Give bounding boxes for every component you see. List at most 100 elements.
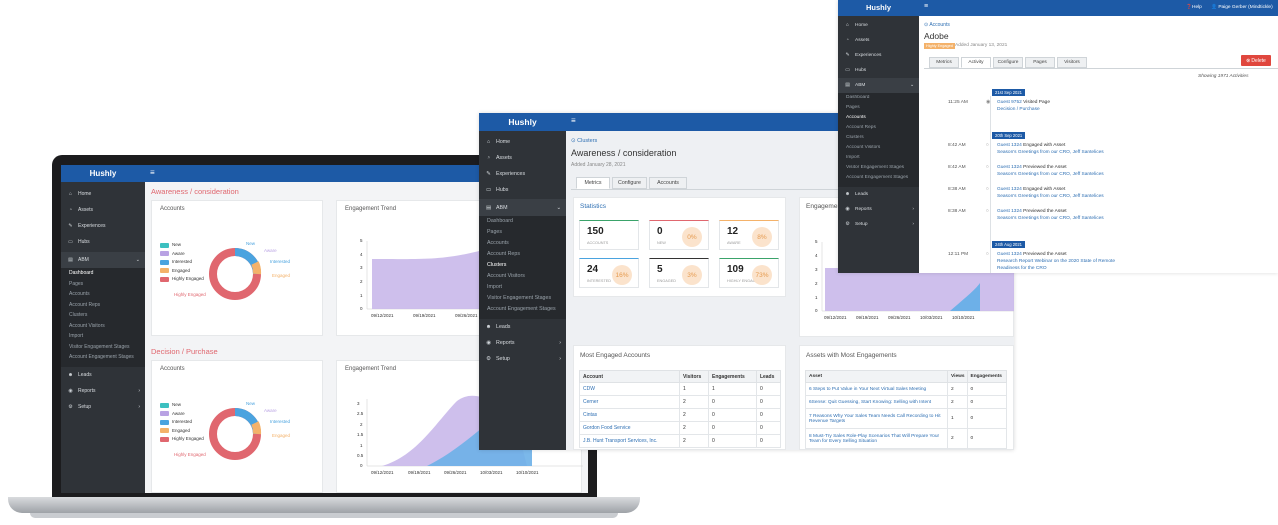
sub-account-reps[interactable]: Account Reps (487, 251, 520, 257)
tab-pages[interactable]: Pages (1025, 57, 1055, 68)
sub-visitor-stages[interactable]: Visitor Engagement Stages (69, 343, 130, 350)
sub-account-stages[interactable]: Account Engagement Stages (846, 175, 909, 180)
nav-leads[interactable]: ☻ Leads (485, 324, 511, 330)
tab-accounts[interactable]: Accounts (649, 177, 687, 189)
nav-reports[interactable]: ◉ Reports › (486, 340, 561, 346)
abm-icon: ▤ (68, 257, 73, 263)
x-tick: 10/10/2021 (952, 315, 975, 320)
sub-pages[interactable]: Pages (487, 229, 503, 235)
nav-hubs[interactable]: ▭ Hubs (485, 187, 509, 193)
tab-configure[interactable]: Configure (993, 57, 1023, 68)
gear-icon: ⚙ (68, 403, 73, 410)
sub-visitor-stages[interactable]: Visitor Engagement Stages (846, 165, 905, 170)
sub-account-stages[interactable]: Account Engagement Stages (487, 306, 556, 312)
assets-title: Assets with Most Engagements (806, 352, 897, 359)
nav-reports[interactable]: ◉ Reports › (845, 207, 914, 212)
donut-chart (209, 248, 262, 300)
sub-account-visitors[interactable]: Account Visitors (487, 273, 525, 279)
tab-configure[interactable]: Configure (612, 177, 647, 189)
nav-abm[interactable]: ▤ ABM ⌄ (479, 199, 566, 216)
x-tick: 09/26/2021 (455, 313, 478, 318)
abm-icon: ▤ (845, 83, 850, 88)
page-title: Awareness / consideration (571, 148, 677, 158)
reports-icon: ◉ (486, 340, 491, 346)
table-row: 6Sense: Quit Guessing, Start Knowing: Se… (805, 395, 1007, 409)
sub-pages[interactable]: Pages (846, 105, 860, 110)
nav-home[interactable]: ⌂ Home (838, 18, 919, 33)
menu-icon[interactable]: ≡ (150, 168, 155, 177)
chevron-down-icon: ⌄ (909, 83, 914, 88)
y-tick: 1 (815, 295, 818, 300)
help-link[interactable]: ❓Help (1186, 5, 1202, 10)
nav-experiences[interactable]: ✎ Experiences (68, 223, 106, 229)
sub-dashboard[interactable]: Dashboard (487, 218, 513, 224)
tab-metrics[interactable]: Metrics (929, 57, 959, 68)
menu-icon[interactable]: ≡ (571, 116, 576, 125)
assets-icon: ◔ (846, 38, 849, 43)
sub-account-reps[interactable]: Account Reps (69, 301, 101, 308)
nav-experiences[interactable]: ✎ Experiences (845, 53, 882, 58)
user-icon: 👤 (1211, 5, 1219, 10)
user-menu[interactable]: 👤 Paige Gerber (Mindtickle) (1211, 5, 1273, 10)
chevron-right-icon: › (912, 222, 914, 227)
back-icon: ⊙ (924, 22, 930, 28)
sub-account-reps[interactable]: Account Reps (846, 125, 876, 130)
sub-visitor-stages[interactable]: Visitor Engagement Stages (487, 295, 552, 301)
circle-icon: ○ (986, 187, 989, 192)
nav-reports[interactable]: ◉ Reports › (68, 387, 140, 394)
nav-setup[interactable]: ⚙ Setup › (845, 222, 914, 227)
x-tick: 10/03/2021 (480, 470, 503, 475)
nav-experiences[interactable]: ✎ Experiences (486, 171, 526, 177)
sub-clusters[interactable]: Clusters (487, 262, 507, 268)
y-tick: 0.5 (357, 453, 364, 458)
stat-new: 0 New 0% (649, 220, 709, 250)
y-tick: 3 (357, 401, 360, 406)
nav-assets[interactable]: ◔ Assets (838, 33, 919, 48)
nav-assets[interactable]: ◔ Assets (486, 155, 512, 161)
nav-abm[interactable]: ▤ ABM ⌄ (838, 78, 919, 93)
sub-accounts[interactable]: Accounts (846, 115, 866, 120)
nav-home[interactable]: ⌂ Home (68, 191, 92, 197)
card-title: Engagement Trend (345, 206, 397, 212)
assets-icon: ◔ (68, 207, 73, 213)
sub-account-stages[interactable]: Account Engagement Stages (69, 354, 134, 360)
tab-activity[interactable]: Activity (961, 57, 991, 68)
sub-account-visitors[interactable]: Account Visitors (846, 145, 881, 150)
section2-title: Decision / Purchase (151, 347, 218, 356)
nav-hubs[interactable]: ▭ Hubs (845, 68, 867, 73)
breadcrumb[interactable]: ⊙ Accounts (924, 22, 950, 28)
nav-leads[interactable]: ☻ Leads (844, 192, 869, 197)
sub-dashboard[interactable]: Dashboard (846, 95, 870, 100)
sub-accounts[interactable]: Accounts (487, 240, 509, 246)
sub-clusters[interactable]: Clusters (846, 135, 864, 140)
tab-metrics[interactable]: Metrics (576, 177, 610, 189)
hubs-icon: ▭ (485, 187, 491, 193)
sub-dashboard[interactable]: Dashboard (69, 270, 94, 276)
sub-pages[interactable]: Pages (69, 280, 84, 287)
activity-item: 12:11 PM ○ Guest 1324 Previewed the Asse… (948, 252, 1116, 271)
breadcrumb[interactable]: ⊙ Clusters (571, 138, 598, 144)
nav-assets[interactable]: ◔ Assets (68, 207, 94, 213)
sub-account-visitors[interactable]: Account Visitors (69, 322, 105, 329)
nav-setup[interactable]: ⚙ Setup › (68, 403, 140, 410)
delete-button[interactable]: ⊗ Delete (1241, 55, 1271, 66)
menu-icon[interactable]: ≡ (924, 3, 929, 10)
tab-visitors[interactable]: Visitors (1057, 57, 1087, 68)
nav-home[interactable]: ⌂ Home (486, 139, 511, 145)
nav-setup[interactable]: ⚙ Setup › (486, 356, 561, 362)
abm-submenu: Dashboard Pages Accounts Account Reps Cl… (479, 216, 566, 319)
sub-accounts[interactable]: Accounts (69, 291, 90, 297)
y-tick: 3 (360, 265, 363, 270)
nav-abm[interactable]: ▤ ABM ⌄ (61, 252, 145, 268)
table-row: 6 Steps to Put Value in Your Next Virtua… (805, 382, 1007, 396)
sub-import[interactable]: Import (487, 284, 503, 290)
sub-clusters[interactable]: Clusters (69, 312, 88, 318)
y-tick: 0 (815, 308, 818, 313)
card-title: Engagement Trend (345, 366, 397, 372)
table-row: 8 Must-Try Sales Role-Play Scenarios Tha… (805, 428, 1007, 449)
sub-import[interactable]: Import (846, 155, 860, 160)
nav-leads[interactable]: ☻ Leads (67, 371, 92, 378)
engagement-badge: Highly Engaged (924, 43, 955, 49)
nav-hubs[interactable]: ▭ Hubs (68, 239, 90, 245)
sub-import[interactable]: Import (69, 333, 84, 339)
